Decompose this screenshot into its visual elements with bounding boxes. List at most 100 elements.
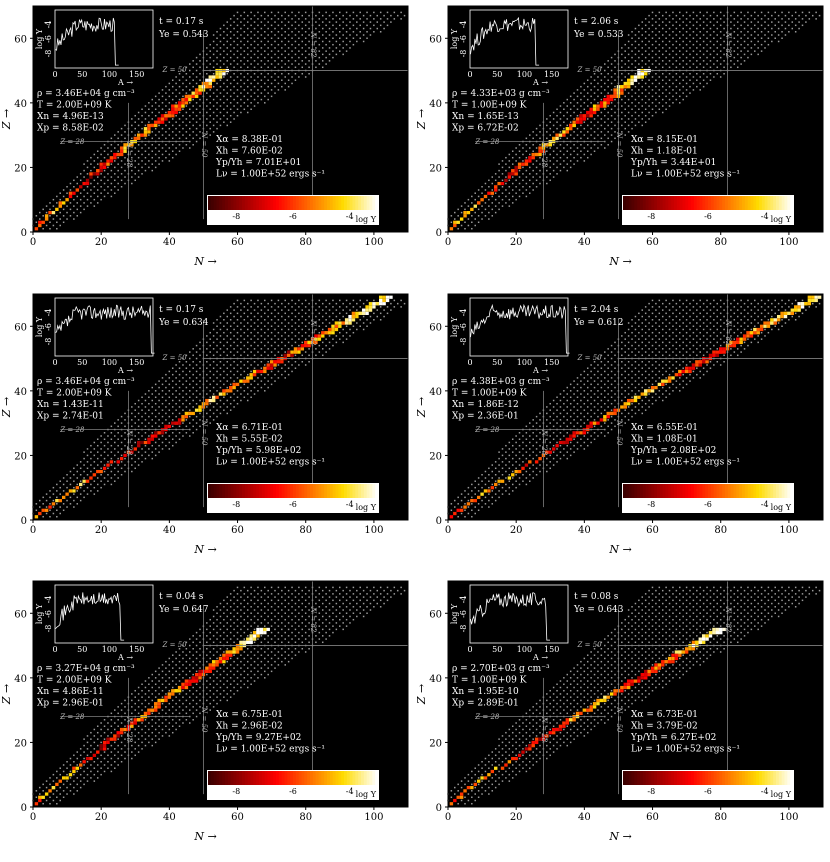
network-dot	[254, 309, 256, 311]
network-dot	[162, 397, 164, 399]
network-dot	[648, 47, 650, 49]
network-dot	[83, 458, 85, 460]
network-dot	[209, 134, 211, 136]
network-dot	[587, 380, 589, 382]
network-dot	[665, 109, 667, 111]
network-dot	[710, 60, 712, 62]
network-dot	[597, 76, 599, 78]
colorbar-swatch	[646, 196, 649, 210]
network-dot	[539, 170, 541, 172]
network-dot	[114, 422, 116, 424]
abundance-cell	[69, 489, 72, 492]
network-dot	[247, 400, 249, 402]
network-dot	[723, 28, 725, 30]
network-dot	[400, 306, 402, 308]
network-dot	[614, 367, 616, 369]
network-dot	[247, 86, 249, 88]
network-dot	[696, 28, 698, 30]
network-dot	[271, 12, 273, 14]
network-dot	[213, 41, 215, 43]
network-dot	[298, 37, 300, 39]
network-dot	[665, 31, 667, 33]
abundance-cell	[634, 79, 637, 82]
network-dot	[281, 342, 283, 344]
network-dot	[90, 196, 92, 198]
y-tick-label: 40	[14, 387, 27, 398]
network-dot	[244, 313, 246, 315]
network-dot	[271, 37, 273, 39]
abundance-cell	[110, 460, 113, 463]
network-dot	[614, 400, 616, 402]
network-dot	[63, 510, 65, 512]
network-dot	[659, 83, 661, 85]
network-dot	[254, 380, 256, 382]
network-dot	[111, 144, 113, 146]
network-dot	[703, 322, 705, 324]
network-dot	[720, 18, 722, 20]
abundance-cell	[154, 121, 157, 124]
network-dot	[761, 50, 763, 52]
network-dot	[505, 196, 507, 198]
network-dot	[706, 351, 708, 353]
abundance-cell	[222, 72, 225, 75]
network-dot	[699, 83, 701, 85]
network-dot	[291, 25, 293, 27]
network-dot	[580, 426, 582, 428]
network-dot	[295, 34, 297, 36]
network-dot	[264, 300, 266, 302]
network-dot	[302, 329, 304, 331]
network-dot	[182, 128, 184, 130]
network-dot	[325, 338, 327, 340]
network-dot	[169, 83, 171, 85]
network-dot	[227, 367, 229, 369]
network-dot	[182, 89, 184, 91]
network-dot	[717, 60, 719, 62]
network-dot	[556, 160, 558, 162]
network-dot	[145, 458, 147, 460]
network-dot	[744, 21, 746, 23]
network-dot	[175, 377, 177, 379]
network-dot	[570, 134, 572, 136]
network-dot	[532, 163, 534, 165]
network-dot	[158, 125, 160, 127]
network-dot	[553, 131, 555, 133]
network-dot	[607, 73, 609, 75]
network-dot	[244, 377, 246, 379]
network-dot	[165, 387, 167, 389]
colorbar-swatch	[265, 484, 268, 498]
network-dot	[522, 455, 524, 457]
network-dot	[488, 468, 490, 470]
network-dot	[628, 67, 630, 69]
network-dot	[111, 458, 113, 460]
network-dot	[100, 180, 102, 182]
abundance-cell	[99, 166, 102, 169]
network-dot	[353, 25, 355, 27]
network-dot	[291, 57, 293, 59]
network-dot	[587, 432, 589, 434]
colorbar-swatch	[702, 196, 705, 210]
network-dot	[158, 105, 160, 107]
network-dot	[179, 426, 181, 428]
network-dot	[549, 173, 551, 175]
network-dot	[795, 25, 797, 27]
network-dot	[134, 180, 136, 182]
network-dot	[394, 18, 396, 20]
network-dot	[267, 73, 269, 75]
network-dot	[570, 160, 572, 162]
network-dot	[271, 338, 273, 340]
network-dot	[213, 60, 215, 62]
network-dot	[346, 332, 348, 334]
network-dot	[291, 364, 293, 366]
network-dot	[298, 338, 300, 340]
network-dot	[278, 371, 280, 373]
network-dot	[196, 141, 198, 143]
network-dot	[580, 157, 582, 159]
network-dot	[42, 503, 44, 505]
colorbar-swatch	[313, 484, 316, 498]
network-dot	[179, 86, 181, 88]
network-dot	[757, 47, 759, 49]
network-dot	[121, 186, 123, 188]
network-dot	[66, 474, 68, 476]
network-dot	[621, 380, 623, 382]
abundance-cell	[147, 438, 150, 441]
